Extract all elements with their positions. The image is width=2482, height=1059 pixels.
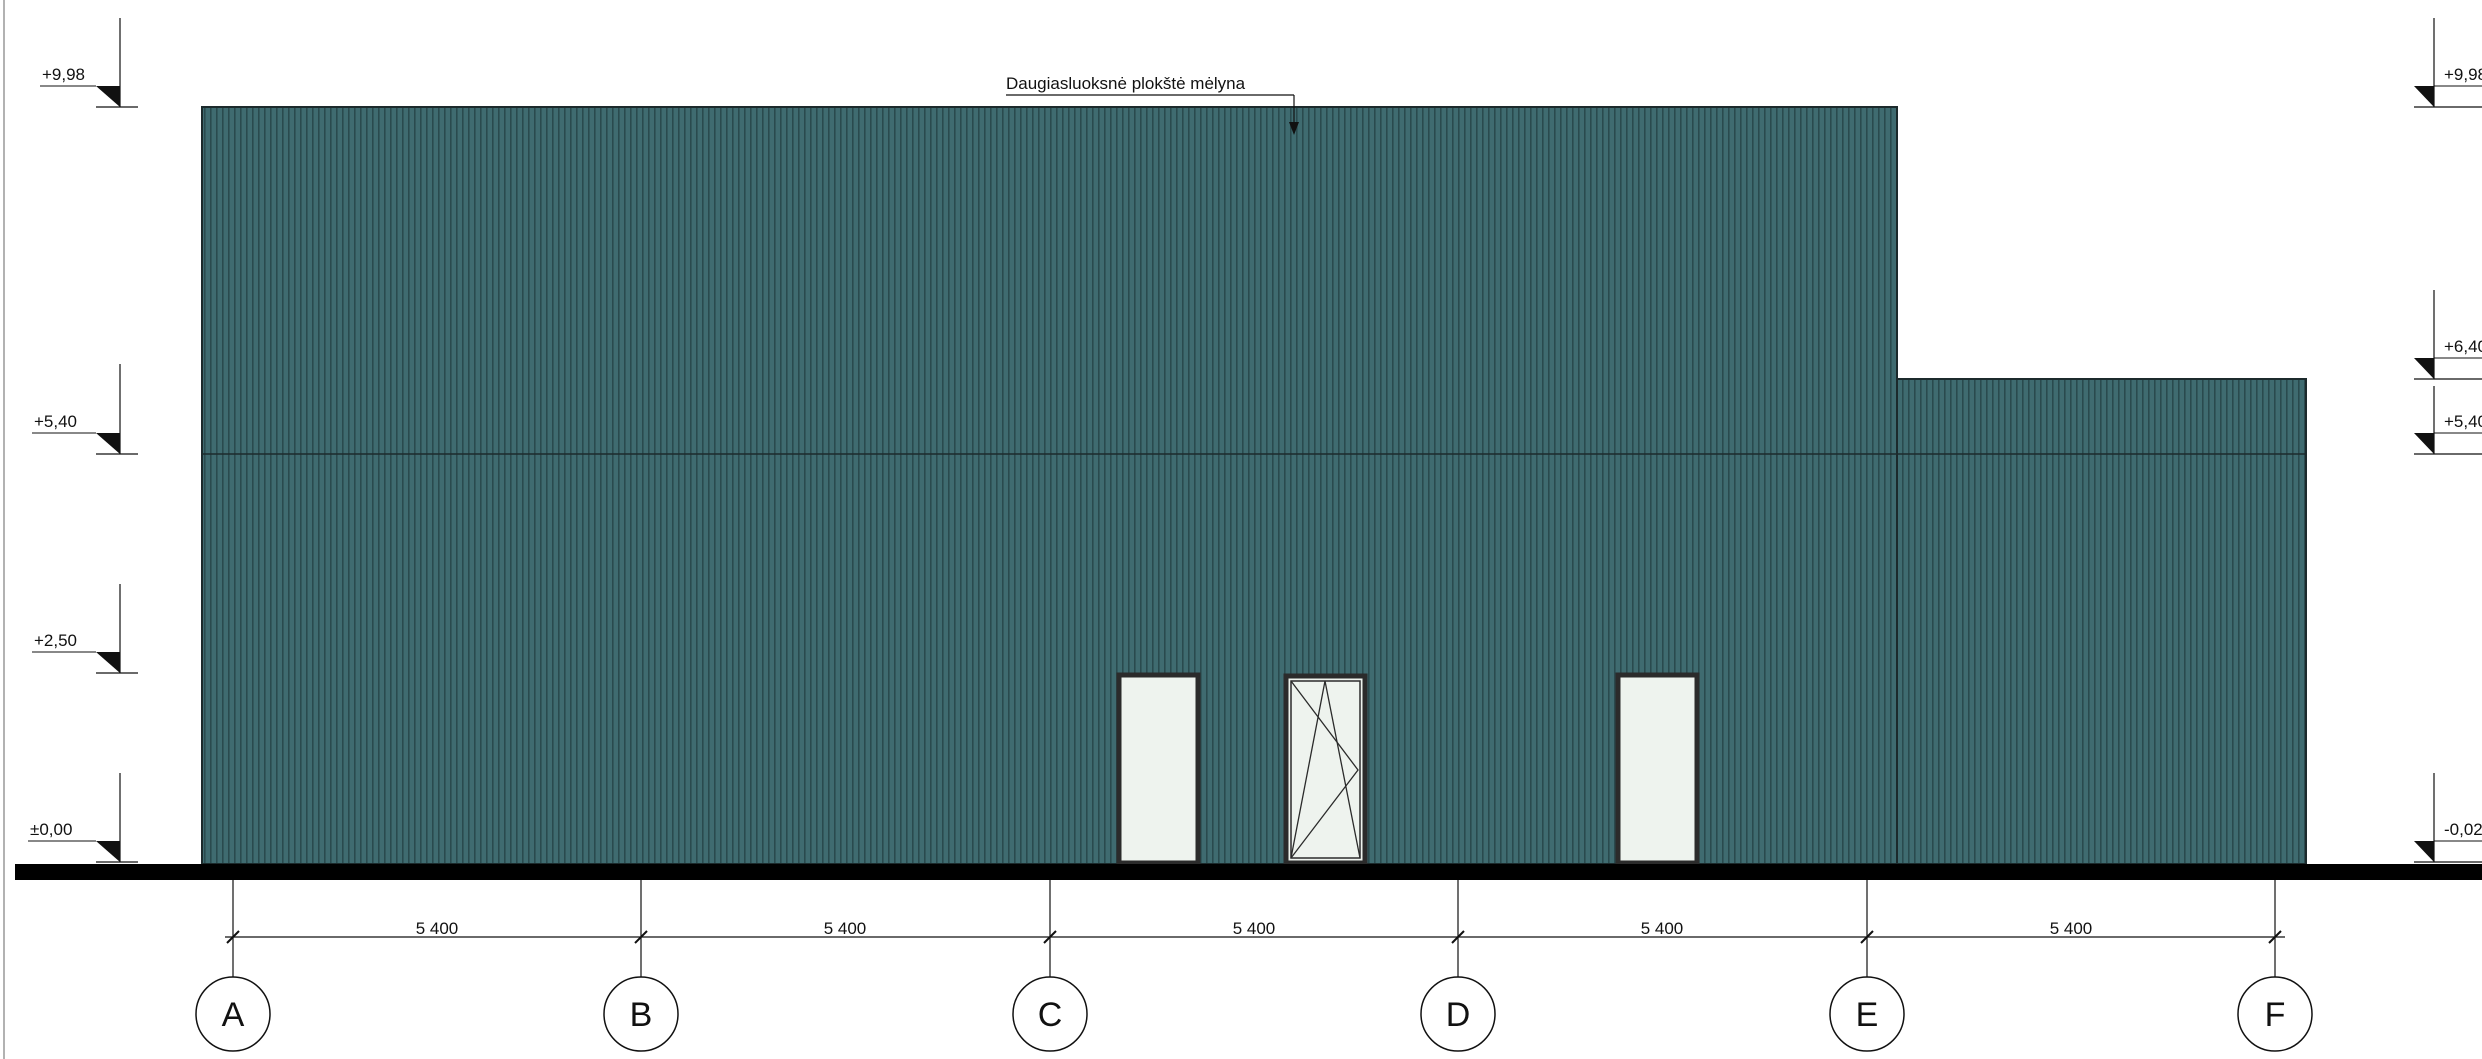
axis-label: C	[1038, 996, 1063, 1034]
dimension-tick-C	[1043, 880, 1057, 990]
annotation-arrow	[1289, 122, 1299, 135]
axis-label: D	[1446, 996, 1471, 1034]
window-opening-symbol	[1290, 680, 1359, 859]
window-center	[1283, 673, 1368, 866]
grid-axis-bubbles: A B C D E F	[195, 976, 2313, 1052]
level-label: +5,40	[34, 412, 77, 431]
level-marker-left-2: +5,40	[32, 364, 138, 455]
dimension-label: 5 400	[1641, 919, 1684, 938]
level-label: +2,50	[34, 631, 77, 650]
axis-label: F	[2265, 996, 2286, 1034]
level-marker-right-4: -0,02	[2414, 773, 2482, 863]
axis-label: A	[222, 996, 245, 1034]
ground-line	[15, 864, 2482, 880]
axis-bubble-E: E	[1829, 976, 1905, 1052]
facade	[201, 106, 2307, 865]
level-marker-right-2: +6,40	[2414, 290, 2482, 380]
dimension-tick-E	[1860, 880, 1874, 990]
level-marker-left-3: +2,50	[32, 584, 138, 674]
door-left	[1116, 672, 1201, 866]
axis-bubble-C: C	[1012, 976, 1088, 1052]
dimension-label: 5 400	[1233, 919, 1276, 938]
level-label: +9,98	[2444, 65, 2482, 84]
dimension-tick-B	[634, 880, 648, 990]
window-tilt-symbol	[1290, 680, 1361, 859]
level-label: +5,40	[2444, 412, 2482, 431]
door-right	[1615, 672, 1700, 866]
axis-bubble-D: D	[1420, 976, 1496, 1052]
dimension-label: 5 400	[824, 919, 867, 938]
annotation-text: Daugiasluoksnė plokštė mėlyna	[1006, 74, 1246, 93]
dimension-tick-D	[1451, 880, 1465, 990]
level-marker-right-1: +9,98	[2414, 18, 2482, 108]
level-label: ±0,00	[30, 820, 72, 839]
openings	[1116, 672, 1700, 866]
level-label: +6,40	[2444, 337, 2482, 356]
level-label: -0,02	[2444, 820, 2482, 839]
dimension-tick-F	[2268, 880, 2282, 990]
dimension-label: 5 400	[2050, 919, 2093, 938]
level-marker-left-4: ±0,00	[28, 773, 138, 863]
axis-bubble-F: F	[2237, 976, 2313, 1052]
level-marker-left-1: +9,98	[40, 18, 138, 108]
dimension-chain: 5 400 5 400 5 400 5 400 5 400	[225, 880, 2285, 990]
axis-label: E	[1856, 996, 1879, 1034]
dimension-tick-A	[226, 880, 240, 990]
axis-bubble-A: A	[195, 976, 271, 1052]
level-marker-right-3: +5,40	[2414, 386, 2482, 455]
dimension-label: 5 400	[416, 919, 459, 938]
axis-bubble-B: B	[603, 976, 679, 1052]
axis-label: B	[630, 996, 653, 1034]
level-label: +9,98	[42, 65, 85, 84]
annex-volume-cladding	[1896, 378, 2307, 865]
material-annotation: Daugiasluoksnė plokštė mėlyna	[1006, 74, 1299, 135]
